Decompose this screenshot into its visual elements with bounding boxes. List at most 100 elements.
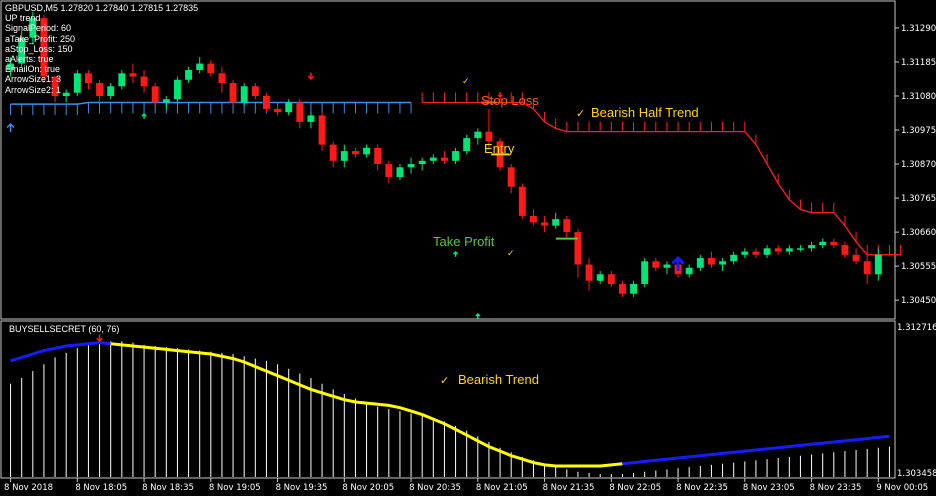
candle[interactable] (296, 99, 304, 129)
candle[interactable] (40, 14, 48, 84)
candle[interactable] (541, 215, 549, 233)
candle[interactable] (218, 66, 226, 93)
candle[interactable] (207, 60, 215, 77)
candle[interactable] (596, 271, 604, 284)
candle[interactable] (663, 261, 671, 275)
candle[interactable] (329, 141, 337, 168)
candle[interactable] (18, 31, 26, 67)
candle[interactable] (774, 245, 782, 255)
main-panel-border (0, 0, 896, 320)
candle[interactable] (140, 70, 148, 93)
candle[interactable] (518, 183, 526, 220)
candle[interactable] (285, 99, 293, 116)
candle-body (652, 261, 660, 268)
arrow-head (452, 250, 459, 255)
candle[interactable] (118, 70, 126, 90)
candle[interactable] (429, 154, 437, 165)
candle-body (251, 86, 259, 96)
candle[interactable] (585, 258, 593, 291)
candle[interactable] (374, 144, 382, 171)
candle[interactable] (262, 92, 270, 113)
candles[interactable] (7, 11, 882, 297)
candle[interactable] (863, 254, 871, 284)
candle[interactable] (874, 248, 882, 281)
price-label: 1.31290 (901, 24, 936, 34)
candle[interactable] (363, 144, 371, 158)
candle[interactable] (173, 76, 181, 103)
candle[interactable] (785, 245, 793, 255)
candle[interactable] (607, 271, 615, 288)
candle[interactable] (29, 11, 37, 45)
candle[interactable] (641, 258, 649, 288)
candle-body (162, 99, 170, 103)
candle[interactable] (196, 57, 204, 74)
candle[interactable] (719, 258, 727, 272)
candle[interactable] (730, 251, 738, 265)
candle-body (351, 151, 359, 155)
candle[interactable] (107, 83, 115, 100)
candle[interactable] (440, 151, 448, 165)
time-axis: 8 Nov 2018 8 Nov 18:05 8 Nov 18:35 8 Nov 19… (4, 478, 928, 493)
candle-body (129, 73, 137, 77)
candle[interactable] (474, 128, 482, 145)
candle[interactable] (763, 245, 771, 259)
candle[interactable] (563, 215, 571, 239)
candle[interactable] (185, 66, 193, 84)
candle[interactable] (240, 83, 248, 106)
candle[interactable] (162, 95, 170, 109)
candle[interactable] (396, 164, 404, 181)
candle[interactable] (96, 79, 104, 103)
candle[interactable] (151, 83, 159, 106)
candle[interactable] (552, 212, 560, 229)
candle[interactable] (84, 70, 92, 90)
candle[interactable] (630, 280, 638, 297)
candle[interactable] (841, 241, 849, 259)
candle[interactable] (574, 228, 582, 278)
candle[interactable] (618, 280, 626, 297)
candle[interactable] (340, 144, 348, 168)
candle[interactable] (51, 76, 59, 103)
candle[interactable] (507, 164, 515, 194)
candle[interactable] (529, 209, 537, 226)
price-axis: 1.31290 1.31185 1.31080 1.30975 1.30870 1.307… (895, 24, 936, 479)
candle[interactable] (852, 248, 860, 265)
candle[interactable] (830, 238, 838, 249)
candle[interactable] (307, 112, 315, 129)
candle[interactable] (707, 251, 715, 268)
settings-line: EmailOn: true (5, 64, 61, 75)
candle[interactable] (351, 147, 359, 158)
candle[interactable] (808, 241, 816, 252)
candle[interactable] (452, 147, 460, 165)
candle[interactable] (251, 83, 259, 100)
candle[interactable] (752, 248, 760, 259)
candle[interactable] (652, 258, 660, 272)
candle[interactable] (796, 245, 804, 252)
candle[interactable] (685, 264, 693, 278)
candle[interactable] (407, 157, 415, 174)
candle[interactable] (318, 112, 326, 152)
oscillator-panel[interactable] (10, 341, 890, 477)
candle[interactable] (7, 57, 15, 77)
arrow-head (671, 255, 685, 265)
settings-line: UP trend (5, 13, 41, 24)
candle-body (29, 18, 37, 38)
candle-body (618, 283, 626, 294)
candle[interactable] (485, 108, 493, 148)
candle[interactable] (129, 63, 137, 84)
candle[interactable] (696, 254, 704, 272)
candle[interactable] (274, 102, 282, 116)
candle[interactable] (385, 160, 393, 184)
candle[interactable] (62, 89, 70, 103)
settings-line: ArrowSize1: 3 (5, 74, 62, 85)
arrow-head (6, 122, 15, 129)
candle[interactable] (819, 238, 827, 249)
candle[interactable] (418, 157, 426, 171)
candle-body (385, 164, 393, 178)
candle[interactable] (229, 79, 237, 106)
candle[interactable] (741, 248, 749, 259)
candle[interactable] (463, 134, 471, 155)
candle-body (796, 248, 804, 250)
candle[interactable] (73, 70, 81, 96)
check-icon: ✓ (440, 374, 449, 387)
